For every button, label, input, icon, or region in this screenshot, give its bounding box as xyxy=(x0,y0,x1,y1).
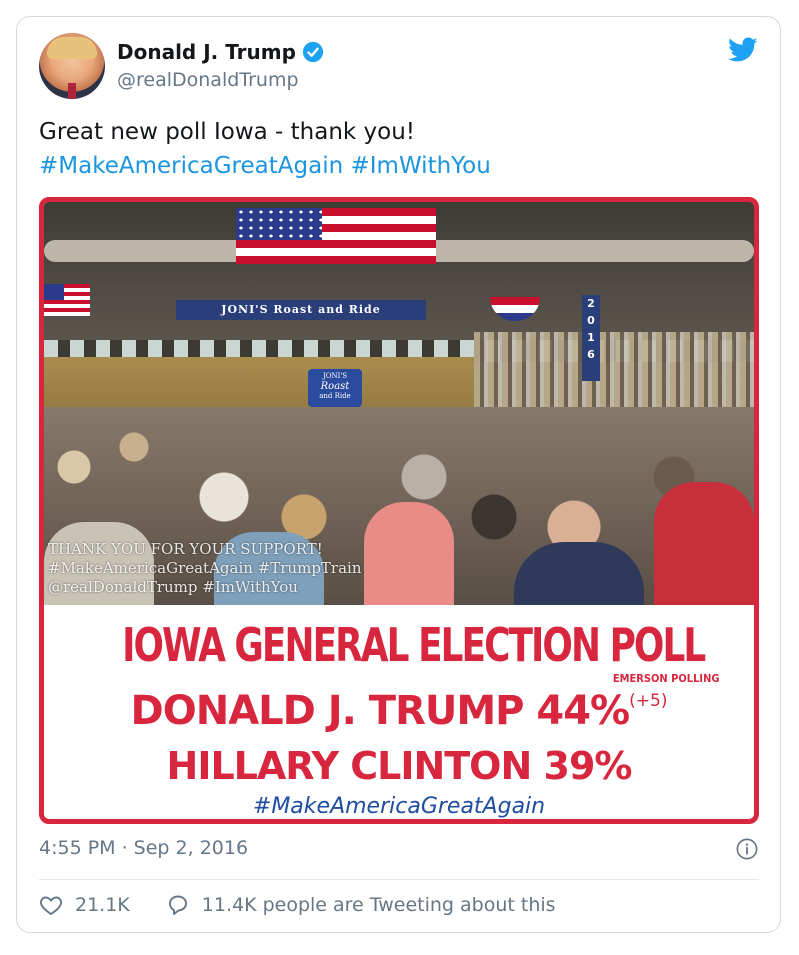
tweeting-count: 11.4K people are Tweeting about this xyxy=(201,894,556,916)
reply-bubble-icon xyxy=(168,895,187,915)
american-flag-small xyxy=(44,284,90,316)
tweet-timestamp[interactable]: 4:55 PM · Sep 2, 2016 xyxy=(39,837,249,859)
overlay-line: #MakeAmericaGreatAgain #TrumpTrain xyxy=(48,559,362,577)
heart-icon xyxy=(40,896,62,915)
tweet-text-line: Great new poll Iowa - thank you! xyxy=(39,119,416,145)
sign-text: JONI'S xyxy=(322,372,348,380)
verified-badge-icon xyxy=(302,41,324,63)
avatar-hair xyxy=(47,37,97,59)
tweet-media-image[interactable]: JONI'S Roast and Ride 2016 JONI'S Roast … xyxy=(39,197,759,824)
event-banner: JONI'S Roast and Ride xyxy=(176,300,426,320)
conversation-link[interactable]: 11.4K people are Tweeting about this xyxy=(166,893,556,917)
overlay-line: THANK YOU FOR YOUR SUPPORT! xyxy=(48,540,323,558)
vertical-banner-text: 2016 xyxy=(587,297,595,361)
rally-photo: JONI'S Roast and Ride 2016 JONI'S Roast … xyxy=(44,202,754,605)
hashtag-link[interactable]: #ImWithYou xyxy=(350,153,491,179)
author-name[interactable]: Donald J. Trump xyxy=(117,40,296,64)
like-button[interactable]: 21.1K xyxy=(39,893,130,917)
avatar[interactable] xyxy=(39,33,105,99)
tweet-hashtags: #MakeAmericaGreatAgain #ImWithYou xyxy=(39,149,491,183)
avatar-tie xyxy=(68,83,76,99)
poll-result-delta: (+5) xyxy=(629,691,668,711)
author-name-row: Donald J. Trump xyxy=(117,40,324,64)
author-handle[interactable]: @realDonaldTrump xyxy=(117,69,299,91)
sign-text: Roast xyxy=(320,381,350,392)
sign-text: and Ride xyxy=(319,392,351,400)
twitter-bird-icon[interactable] xyxy=(728,37,758,63)
american-flag xyxy=(236,208,436,264)
vertical-banner: 2016 xyxy=(582,295,600,381)
photo-overlay-text: THANK YOU FOR YOUR SUPPORT! #MakeAmerica… xyxy=(48,540,362,597)
info-icon[interactable] xyxy=(736,838,758,860)
poll-result-clinton: HILLARY CLINTON 39% xyxy=(166,744,633,788)
poll-result-trump-text: DONALD J. TRUMP 44% xyxy=(130,688,631,734)
tweet-text: Great new poll Iowa - thank you! #MakeAm… xyxy=(39,115,491,183)
like-count: 21.1K xyxy=(75,894,130,916)
tweet-stats: 21.1K 11.4K people are Tweeting about th… xyxy=(39,893,592,917)
poll-result-trump: DONALD J. TRUMP 44%(+5) xyxy=(44,688,754,734)
tweet-card: Donald J. Trump @realDonaldTrump Great n… xyxy=(16,16,781,933)
hashtag-link[interactable]: #MakeAmericaGreatAgain xyxy=(39,153,344,179)
poll-source: EMERSON POLLING xyxy=(613,672,720,685)
divider xyxy=(39,879,759,880)
stage-sign: JONI'S Roast and Ride xyxy=(308,369,362,407)
poll-hashtag: #MakeAmericaGreatAgain xyxy=(252,794,546,819)
poll-title: IOWA GENERAL ELECTION POLL xyxy=(122,618,706,672)
overlay-line: @realDonaldTrump #ImWithYou xyxy=(48,578,298,596)
